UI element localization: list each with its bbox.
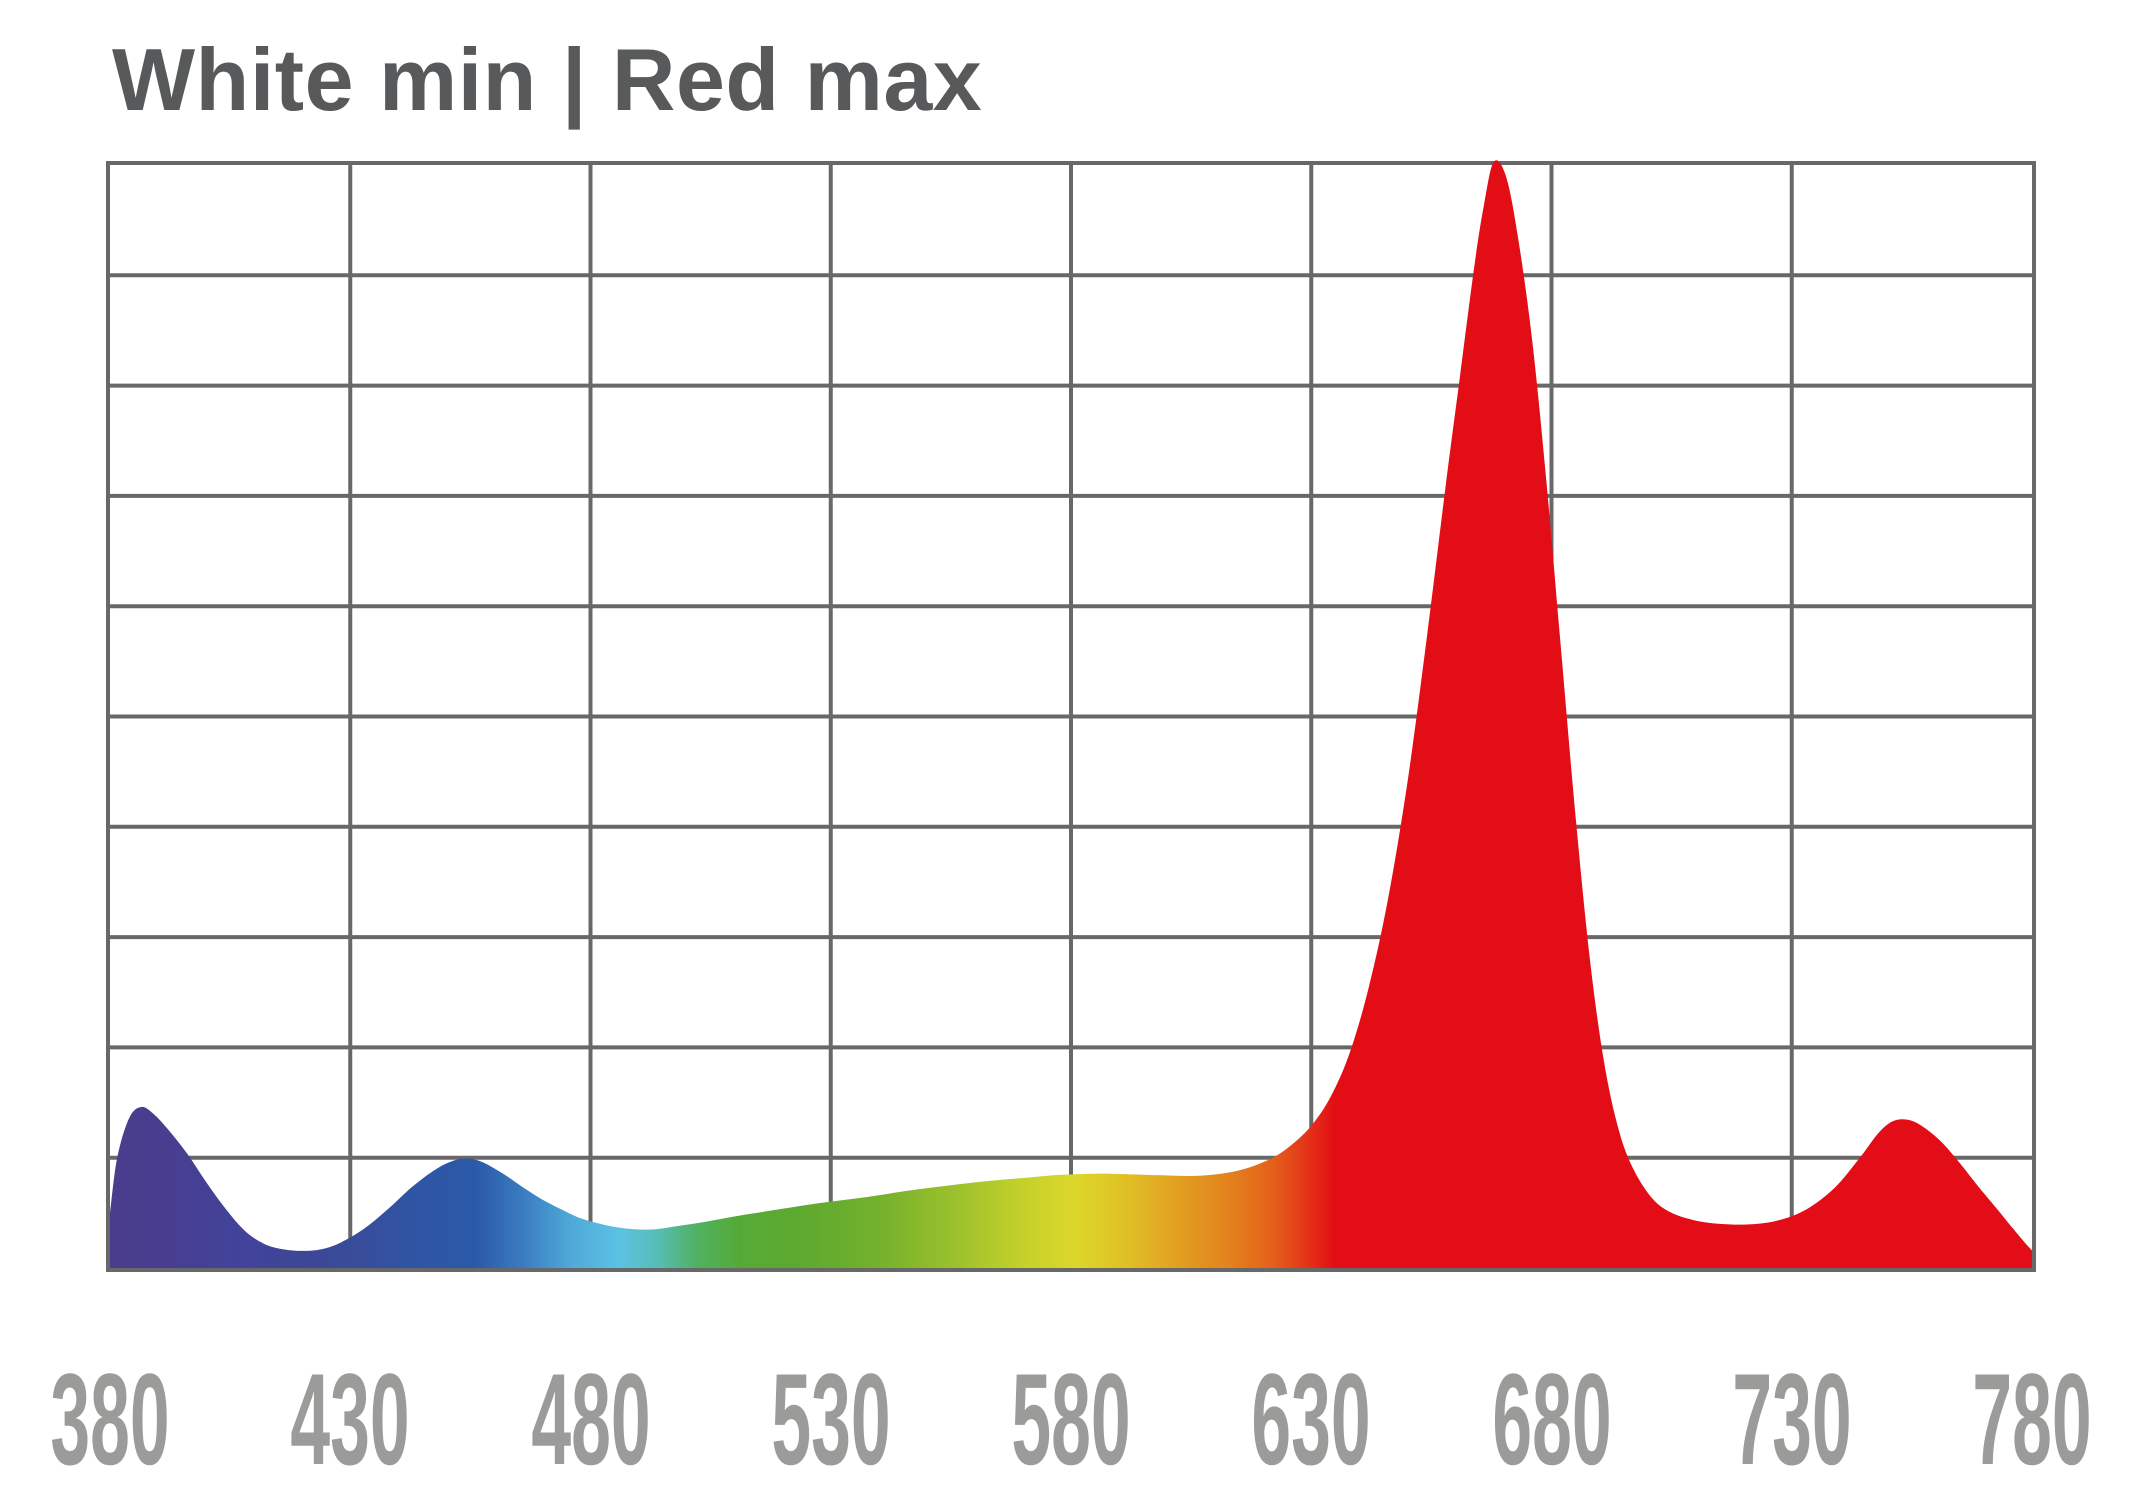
chart-title: White min | Red max: [112, 30, 983, 129]
grid-lines: [110, 165, 2032, 1268]
x-tick-label: 480: [530, 1346, 651, 1492]
x-tick-label: 630: [1251, 1346, 1371, 1492]
x-tick-label: 380: [50, 1346, 170, 1492]
x-tick-label: 780: [1972, 1346, 2092, 1492]
spectrum-chart: [110, 160, 2032, 1269]
x-tick-label: 430: [290, 1346, 410, 1492]
x-tick-label: 580: [1011, 1346, 1131, 1492]
x-tick-label: 530: [771, 1346, 891, 1492]
x-tick-label: 730: [1732, 1346, 1852, 1492]
plot-area: [106, 160, 2036, 1272]
spectrum-curve: [110, 160, 2032, 1269]
x-tick-label: 680: [1491, 1346, 1612, 1492]
